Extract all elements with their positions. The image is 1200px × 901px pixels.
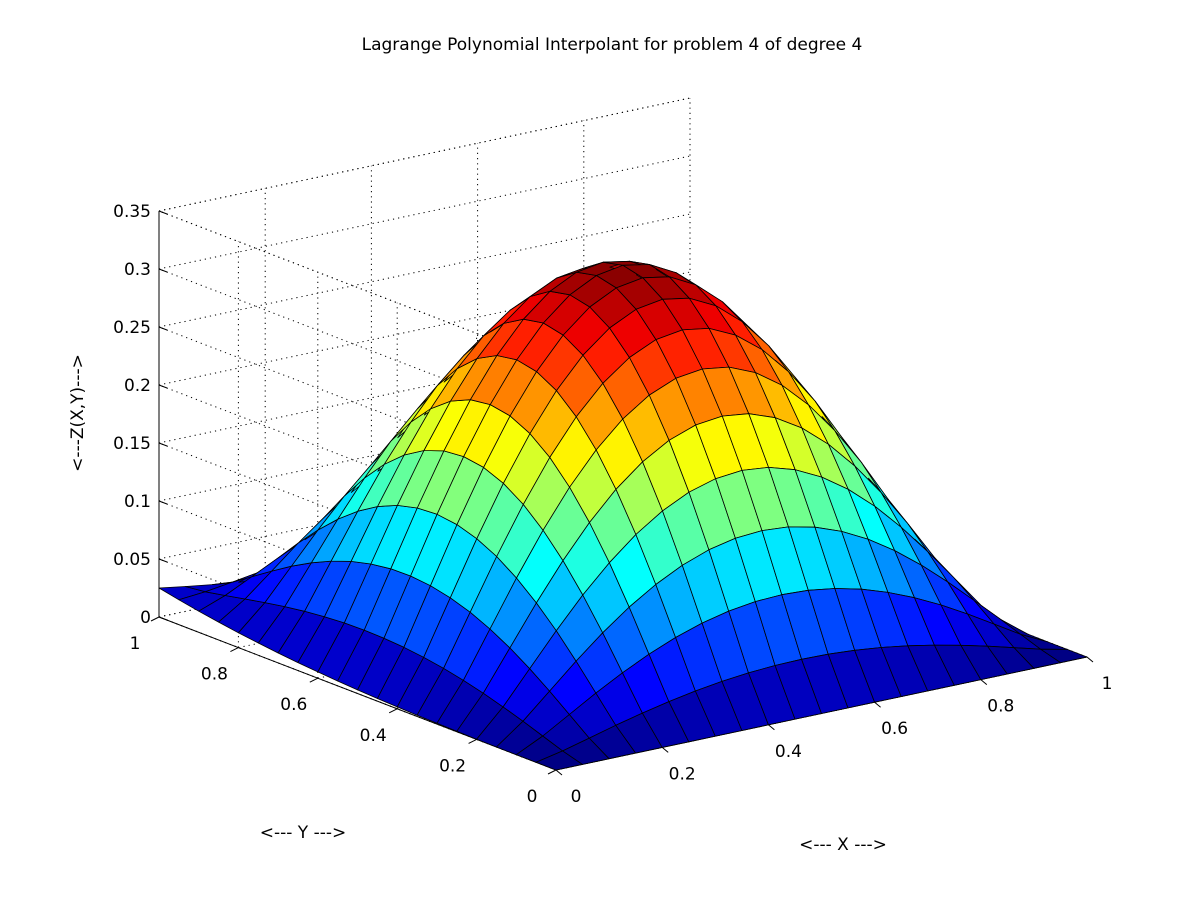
z-tick-label: 0.1: [124, 492, 151, 512]
x-axis-label: <--- X --->: [799, 835, 887, 855]
grid-line-z-left-wall: [158, 326, 557, 481]
z-tick-mark: [158, 210, 168, 215]
x-tick-label: 0.2: [669, 764, 696, 784]
y-tick-label: 0: [527, 787, 538, 807]
y-tick-mark: [309, 677, 319, 683]
surface-patch: [1040, 648, 1088, 663]
y-tick-label: 0.2: [439, 756, 466, 776]
y-tick-label: 0.4: [360, 726, 387, 746]
x-tick-mark: [874, 701, 881, 708]
z-tick-label: 0.3: [124, 260, 151, 280]
grid-line-z-left-wall: [158, 384, 557, 539]
x-tick-label: 0.6: [881, 719, 908, 739]
y-tick-label: 1: [130, 634, 141, 654]
z-axis-label: <---Z(X,Y)--->: [68, 354, 88, 472]
z-tick-label: 0.15: [113, 434, 151, 454]
grid-line-z-left-wall: [158, 442, 557, 597]
z-tick-label: 0.2: [124, 376, 151, 396]
surface-mesh: [158, 260, 1088, 771]
grid-line-z-back-wall: [158, 155, 691, 270]
chart-title: Lagrange Polynomial Interpolant for prob…: [362, 35, 863, 55]
z-tick-mark: [158, 500, 168, 505]
z-tick-mark: [158, 442, 168, 447]
z-tick-mark: [158, 268, 168, 273]
box-edge-top-left: [158, 210, 557, 365]
z-tick-mark: [158, 384, 168, 389]
y-tick-label: 0.6: [280, 695, 307, 715]
z-tick-label: 0.35: [113, 202, 151, 222]
x-tick-mark: [555, 769, 563, 776]
x-tick-label: 0.8: [987, 697, 1014, 717]
grid-line-z-left-wall: [158, 500, 557, 655]
x-tick-mark: [980, 679, 988, 685]
x-tick-mark: [768, 724, 775, 731]
y-tick-mark: [150, 616, 160, 622]
z-tick-mark: [158, 558, 168, 563]
x-tick-mark: [661, 747, 669, 753]
z-tick-label: 0: [140, 608, 151, 628]
z-tick-label: 0.25: [113, 318, 151, 338]
z-tick-label: 0.05: [113, 550, 151, 570]
y-tick-label: 0.8: [201, 665, 228, 685]
x-tick-label: 0: [571, 787, 582, 807]
y-tick-mark: [547, 769, 557, 775]
z-tick-mark: [158, 326, 168, 331]
y-axis-label: <--- Y --->: [260, 823, 347, 843]
x-tick-mark: [1086, 656, 1094, 663]
y-tick-mark: [230, 647, 239, 653]
x-tick-label: 0.4: [775, 742, 802, 762]
x-tick-label: 1: [1102, 674, 1113, 694]
grid-line-z-left-wall: [158, 268, 557, 423]
y-tick-mark: [468, 738, 477, 744]
z-tick-mark: [158, 616, 168, 621]
grid-line-z-back-wall: [158, 213, 691, 328]
y-tick-mark: [388, 708, 398, 714]
tick-labels: 0 0.05 0.1 0.15 0.2 0.25 0.3 0.35 0 0.2 0.4 0.6 0.8 1…: [113, 202, 1112, 807]
box-edge-top-back: [158, 97, 691, 212]
